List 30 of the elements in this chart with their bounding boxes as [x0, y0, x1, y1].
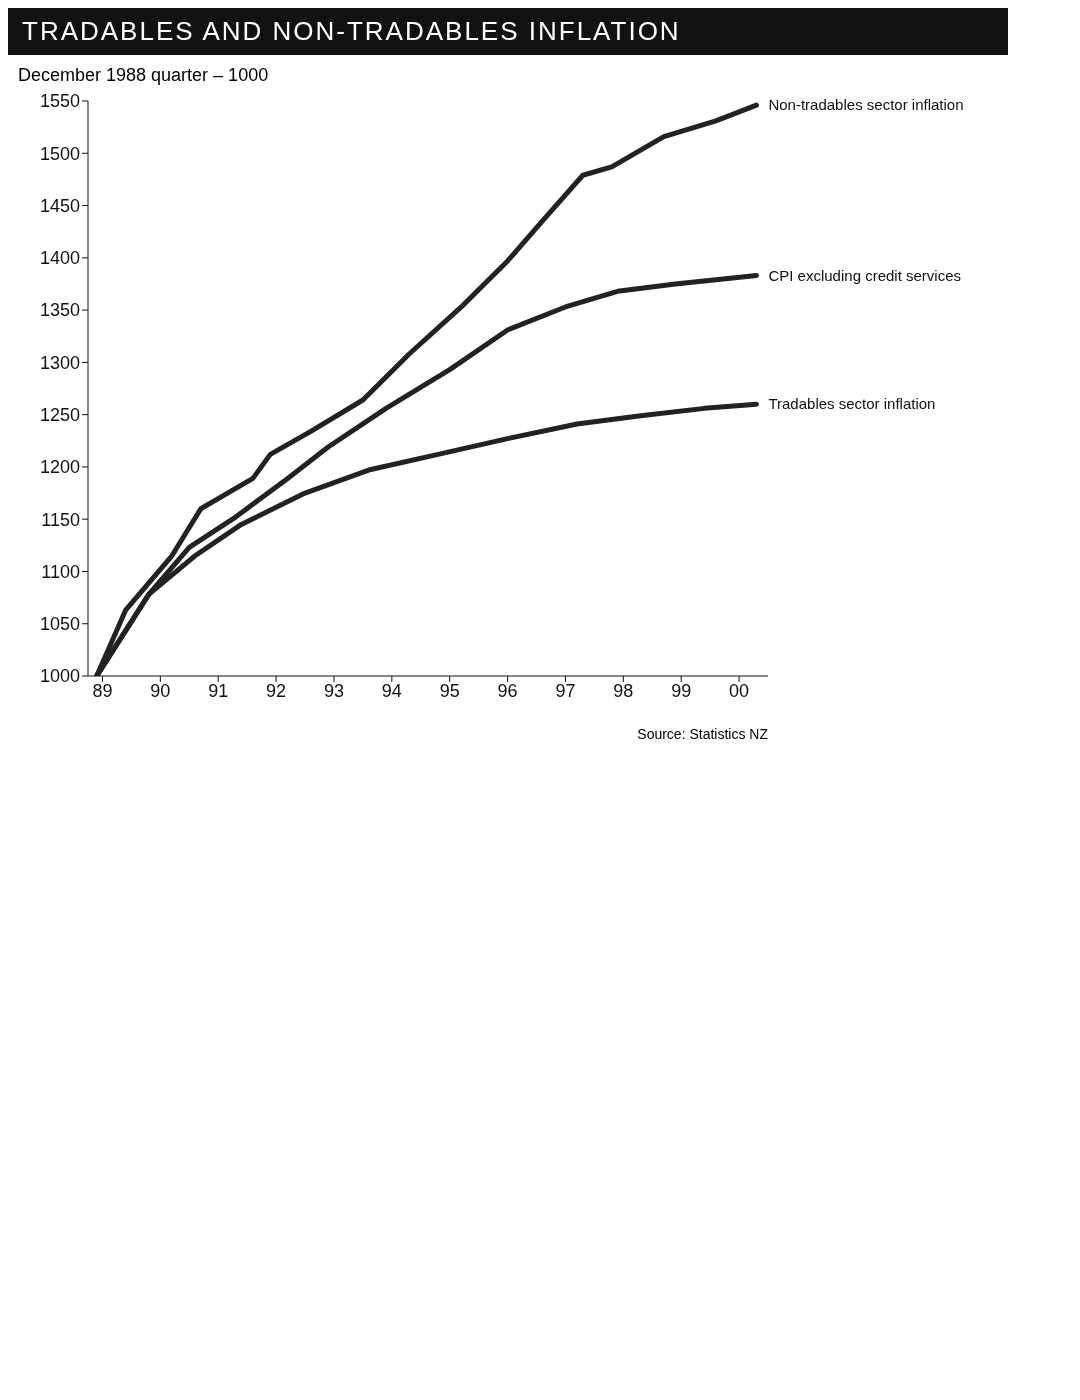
y-tick-label: 1000 [39, 666, 80, 687]
y-tick-label: 1050 [39, 614, 80, 635]
x-tick-label: 95 [439, 680, 460, 701]
x-tick-label: 96 [497, 680, 518, 701]
chart-title: TRADABLES AND NON-TRADABLES INFLATION [8, 8, 1008, 55]
y-tick-label: 1300 [39, 352, 80, 373]
x-tick-label: 90 [150, 680, 171, 701]
y-tick-label: 1500 [39, 143, 80, 164]
y-tick-label: 1150 [41, 509, 80, 530]
series-label: CPI excluding credit services [768, 266, 961, 284]
y-tick-label: 1450 [39, 195, 80, 216]
x-tick-label: 92 [266, 680, 287, 701]
y-tick-label: 1100 [41, 561, 80, 582]
y-tick-label: 1400 [39, 248, 80, 269]
y-tick-label: 1200 [39, 457, 80, 478]
series-label: Non-tradables sector inflation [768, 96, 964, 114]
x-tick-label: 94 [381, 680, 402, 701]
x-tick-label: 99 [671, 680, 692, 701]
x-tick-label: 91 [208, 680, 229, 701]
x-tick-label: 00 [729, 680, 750, 701]
y-axis-title: December 1988 quarter – 1000 [18, 65, 270, 86]
x-tick-label: 89 [92, 680, 113, 701]
x-tick-label: 97 [555, 680, 576, 701]
y-tick-label: 1250 [39, 405, 80, 426]
y-tick-label: 1350 [39, 300, 80, 321]
source-note: Source: Statistics NZ [636, 726, 768, 742]
y-tick-label: 1550 [39, 91, 80, 112]
series-label: Tradables sector inflation [768, 395, 936, 413]
x-tick-label: 98 [613, 680, 634, 701]
x-tick-label: 93 [323, 680, 344, 701]
